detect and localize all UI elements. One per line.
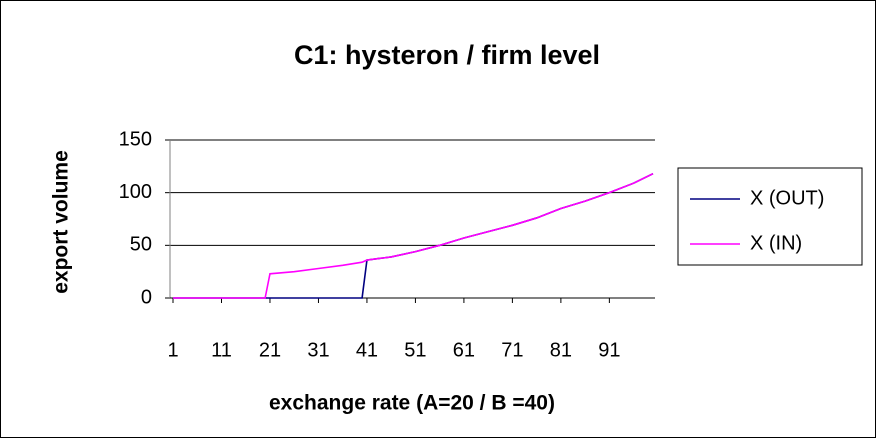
x-tick-label: 21 [259,339,281,361]
legend-label: X (OUT) [750,187,824,209]
x-axis-title: exchange rate (A=20 / B =40) [269,392,555,415]
x-tick-label: 11 [211,339,232,361]
y-tick-label: 100 [119,181,152,203]
x-tick-label: 81 [550,339,572,361]
x-tick-label: 1 [167,339,178,361]
x-tick-label: 31 [307,339,329,361]
x-tick-label: 91 [598,339,620,361]
legend-label: X (IN) [750,232,802,254]
series-line [173,172,654,299]
legend-box [677,167,863,266]
y-tick-label: 50 [130,234,152,256]
x-tick-label: 71 [501,339,523,361]
y-tick-label: 0 [141,286,152,308]
y-axis-title: export volume [50,150,73,294]
x-tick-label: 41 [356,339,378,361]
x-tick-label: 51 [404,339,426,361]
chart-title: C1: hysteron / firm level [294,40,600,70]
y-tick-label: 150 [119,128,152,150]
x-tick-label: 61 [453,339,475,361]
